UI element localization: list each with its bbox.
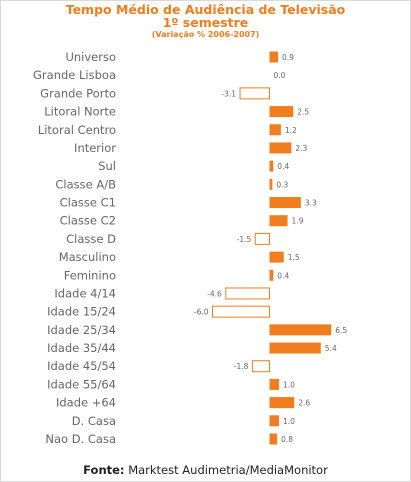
value-label: 6.5 bbox=[335, 326, 347, 335]
bar bbox=[269, 324, 332, 336]
value-label: 1.0 bbox=[283, 380, 295, 389]
category-label: Litoral Norte bbox=[44, 105, 116, 119]
value-label: -3.1 bbox=[221, 89, 236, 98]
value-label: -6.0 bbox=[194, 308, 209, 317]
value-label: -1.5 bbox=[237, 235, 252, 244]
bar bbox=[269, 106, 294, 118]
bar bbox=[269, 178, 273, 190]
value-label: 0.4 bbox=[277, 271, 289, 280]
category-label: Sul bbox=[98, 159, 116, 173]
source-footer: Fonte: Marktest Audimetria/MediaMonitor bbox=[0, 463, 411, 477]
bar bbox=[225, 287, 271, 300]
category-label: Litoral Centro bbox=[38, 123, 116, 137]
value-label: 2.6 bbox=[298, 399, 310, 408]
category-label: Idade 15/24 bbox=[47, 305, 116, 319]
category-label: Idade 45/54 bbox=[47, 359, 116, 373]
bar bbox=[269, 215, 288, 227]
chart-note: (Variação % 2006-2007) bbox=[151, 30, 260, 39]
category-label: Interior bbox=[74, 141, 116, 155]
category-label: Universo bbox=[65, 50, 116, 64]
value-label: -1.8 bbox=[234, 362, 249, 371]
value-label: -4.6 bbox=[207, 289, 222, 298]
bar bbox=[269, 142, 292, 154]
bar bbox=[269, 160, 274, 172]
category-label: D. Casa bbox=[72, 414, 116, 428]
value-label: 0.0 bbox=[274, 71, 286, 80]
category-label: Classe C2 bbox=[60, 214, 116, 228]
value-label: 1.5 bbox=[288, 253, 300, 262]
bar bbox=[269, 251, 284, 263]
category-label: Classe A/B bbox=[55, 177, 116, 191]
value-label: 1.0 bbox=[283, 417, 295, 426]
category-label: Classe D bbox=[66, 232, 116, 246]
category-label: Feminino bbox=[64, 268, 116, 282]
chart-title: Tempo Médio de Audiência de Televisão bbox=[65, 2, 346, 17]
category-label: Grande Lisboa bbox=[33, 68, 116, 82]
bar bbox=[239, 87, 271, 100]
category-label: Masculino bbox=[59, 250, 116, 264]
value-label: 0.4 bbox=[277, 162, 289, 171]
source-text: Marktest Audimetria/MediaMonitor bbox=[128, 463, 328, 477]
category-label: Idade 55/64 bbox=[47, 377, 116, 391]
value-label: 5.4 bbox=[325, 344, 337, 353]
bar bbox=[212, 305, 270, 318]
category-label: Nao D. Casa bbox=[45, 432, 116, 446]
bar bbox=[251, 360, 270, 373]
bar bbox=[269, 51, 279, 63]
bar bbox=[269, 342, 321, 354]
bar bbox=[269, 124, 281, 136]
source-label: Fonte: bbox=[83, 463, 125, 477]
category-label: Idade +64 bbox=[56, 396, 116, 410]
value-label: 0.3 bbox=[276, 180, 288, 189]
bar bbox=[269, 269, 274, 281]
category-label: Idade 25/34 bbox=[47, 323, 116, 337]
bar bbox=[269, 197, 301, 209]
value-label: 1.9 bbox=[292, 217, 304, 226]
value-label: 0.8 bbox=[281, 435, 293, 444]
category-label: Grande Porto bbox=[40, 86, 116, 100]
value-label: 1.2 bbox=[285, 126, 297, 135]
bar bbox=[269, 397, 295, 409]
value-label: 3.3 bbox=[305, 199, 317, 208]
value-label: 0.9 bbox=[282, 53, 294, 62]
value-label: 2.5 bbox=[297, 108, 309, 117]
category-label: Classe C1 bbox=[60, 196, 116, 210]
bar bbox=[254, 232, 270, 245]
chart-subtitle: 1º semestre bbox=[162, 15, 249, 30]
category-label: Idade 4/14 bbox=[54, 286, 116, 300]
bar bbox=[269, 415, 279, 427]
value-label: 2.3 bbox=[295, 144, 307, 153]
bar bbox=[269, 433, 278, 445]
bar bbox=[269, 378, 279, 390]
category-label: Idade 35/44 bbox=[47, 341, 116, 355]
